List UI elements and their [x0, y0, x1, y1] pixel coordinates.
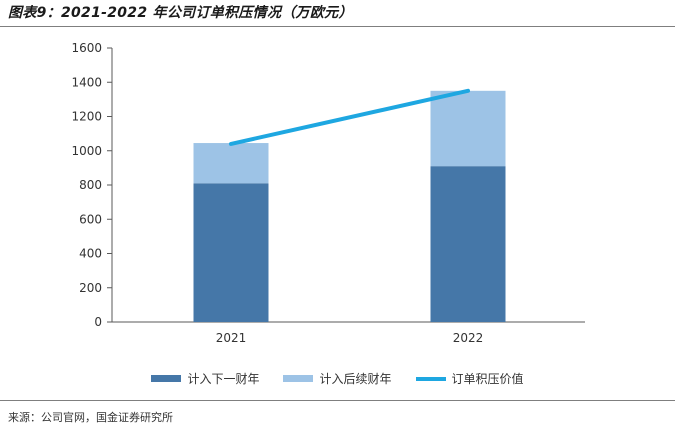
y-tick-label: 800	[79, 178, 102, 192]
legend-swatch-next-fy	[151, 375, 182, 382]
y-tick-label: 600	[79, 212, 102, 226]
source-note: 来源：公司官网，国金证券研究所	[8, 411, 173, 424]
bar-next-fy-2021	[193, 183, 269, 322]
bar-next-fy-2022	[430, 166, 506, 322]
footer-divider	[0, 400, 675, 401]
x-tick-label: 2021	[216, 331, 247, 345]
legend-item-later-fy: 计入后续财年	[283, 370, 392, 387]
legend-item-backlog: 订单积压价值	[415, 370, 524, 387]
backlog-value-line	[229, 88, 470, 146]
legend-swatch-backlog	[415, 376, 446, 381]
x-tick-label: 2022	[453, 331, 484, 345]
chart-title: 图表9：2021-2022 年公司订单积压情况（万欧元）	[8, 5, 353, 21]
y-tick-label: 0	[94, 315, 102, 329]
y-tick-label: 400	[79, 247, 102, 261]
y-tick-label: 1000	[71, 144, 102, 158]
legend-swatch-later-fy	[283, 375, 314, 382]
bar-later-fy-2022	[430, 90, 506, 167]
legend-label-next-fy: 计入下一财年	[187, 372, 260, 386]
y-tick-label: 200	[79, 281, 102, 295]
title-divider	[0, 26, 675, 27]
legend-label-backlog: 订单积压价值	[451, 372, 524, 386]
y-tick-label: 1400	[71, 75, 102, 89]
legend-item-next-fy: 计入下一财年	[151, 370, 259, 387]
y-tick-label: 1600	[71, 41, 102, 55]
chart-legend: 计入下一财年 计入后续财年 订单积压价值	[0, 370, 675, 387]
bar-later-fy-2021	[193, 143, 269, 184]
y-tick-label: 1200	[71, 110, 102, 124]
bar-line-chart: 0 200 400 600 800 1000 1200 1400 1600 2021 2022	[71, 41, 585, 345]
legend-label-later-fy: 计入后续财年	[319, 372, 392, 386]
